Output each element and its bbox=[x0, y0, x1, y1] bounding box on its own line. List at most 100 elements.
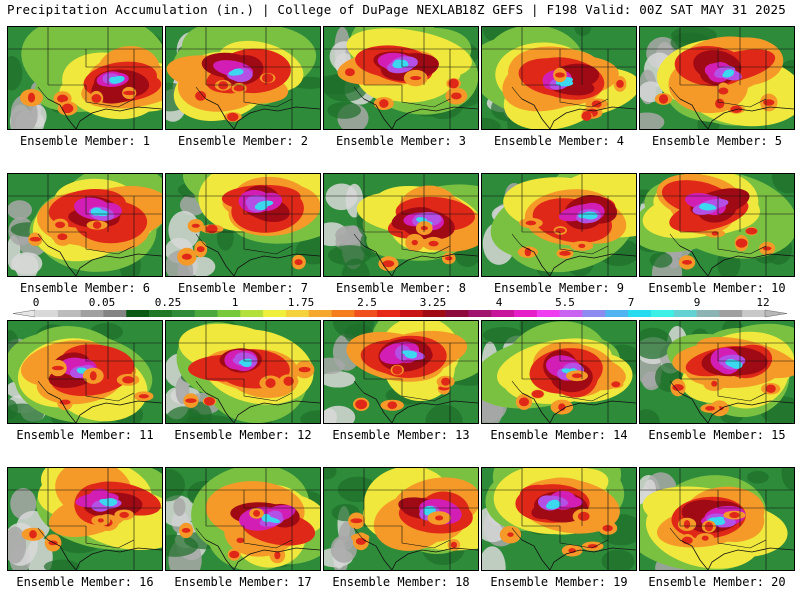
precip-map bbox=[8, 27, 162, 129]
map-panel-14 bbox=[481, 320, 637, 424]
precip-map bbox=[640, 27, 794, 129]
colorbar-swatch bbox=[445, 310, 469, 317]
map-panel-5 bbox=[639, 26, 795, 130]
precip-map bbox=[640, 468, 794, 570]
colorbar-swatch bbox=[514, 310, 538, 317]
panel-label: Ensemble Member: 20 bbox=[648, 575, 786, 589]
colorbar-swatch bbox=[240, 310, 264, 317]
colorbar-swatch bbox=[468, 310, 492, 317]
map-panel-13 bbox=[323, 320, 479, 424]
panel-label: Ensemble Member: 9 bbox=[493, 281, 625, 295]
colorbar-tick-label: 0.05 bbox=[88, 296, 116, 309]
colorbar-tick-label: 9 bbox=[693, 296, 701, 309]
panel-label: Ensemble Member: 10 bbox=[648, 281, 786, 295]
colorbar-swatch bbox=[263, 310, 287, 317]
panel-label: Ensemble Member: 5 bbox=[651, 134, 783, 148]
panel-label: Ensemble Member: 12 bbox=[174, 428, 312, 442]
precip-map bbox=[8, 468, 162, 570]
map-panel-16 bbox=[7, 467, 163, 571]
colorbar-swatch bbox=[126, 310, 150, 317]
precip-map bbox=[8, 174, 162, 276]
model-run-info: 18Z GEFS | F198 Valid: 00Z SAT MAY 31 20… bbox=[461, 2, 786, 17]
precip-map bbox=[640, 321, 794, 423]
panel-label: Ensemble Member: 18 bbox=[332, 575, 470, 589]
colorbar-swatch bbox=[103, 310, 127, 317]
colorbar-tick-label: 0.25 bbox=[154, 296, 182, 309]
colorbar-swatch bbox=[719, 310, 743, 317]
panel-label: Ensemble Member: 14 bbox=[490, 428, 628, 442]
panel-label: Ensemble Member: 8 bbox=[335, 281, 467, 295]
map-panel-2 bbox=[165, 26, 321, 130]
precipitation-colorbar bbox=[12, 309, 788, 318]
colorbar-swatch bbox=[80, 310, 104, 317]
map-panel-9 bbox=[481, 173, 637, 277]
colorbar-tick-label: 0 bbox=[32, 296, 40, 309]
colorbar-tick-label: 7 bbox=[627, 296, 635, 309]
colorbar-swatch bbox=[400, 310, 424, 317]
map-panel-3 bbox=[323, 26, 479, 130]
colorbar-swatch bbox=[742, 310, 766, 317]
precip-map bbox=[166, 468, 320, 570]
panel-label: Ensemble Member: 17 bbox=[174, 575, 312, 589]
precip-map bbox=[324, 27, 478, 129]
colorbar-swatch bbox=[194, 310, 218, 317]
map-panel-8 bbox=[323, 173, 479, 277]
panel-label: Ensemble Member: 16 bbox=[16, 575, 154, 589]
precip-map bbox=[324, 321, 478, 423]
precip-map bbox=[166, 174, 320, 276]
colorbar-tick-label: 1.75 bbox=[287, 296, 315, 309]
map-panel-10 bbox=[639, 173, 795, 277]
colorbar-swatch bbox=[217, 310, 241, 317]
colorbar-tick-label: 2.5 bbox=[357, 296, 377, 309]
colorbar-swatch bbox=[377, 310, 401, 317]
panel-label: Ensemble Member: 13 bbox=[332, 428, 470, 442]
colorbar-swatch bbox=[422, 310, 446, 317]
map-panel-1 bbox=[7, 26, 163, 130]
precip-map bbox=[482, 321, 636, 423]
map-panel-6 bbox=[7, 173, 163, 277]
map-panel-15 bbox=[639, 320, 795, 424]
colorbar-swatch bbox=[171, 310, 195, 317]
panel-label: Ensemble Member: 15 bbox=[648, 428, 786, 442]
panel-label: Ensemble Member: 3 bbox=[335, 134, 467, 148]
colorbar-swatch bbox=[149, 310, 173, 317]
colorbar-swatch bbox=[285, 310, 310, 317]
colorbar-swatch bbox=[35, 310, 59, 317]
colorbar-swatch bbox=[308, 310, 332, 317]
map-panel-18 bbox=[323, 467, 479, 571]
colorbar-swatch bbox=[57, 310, 81, 317]
panel-label: Ensemble Member: 11 bbox=[16, 428, 154, 442]
precip-map bbox=[482, 174, 636, 276]
panel-label: Ensemble Member: 1 bbox=[19, 134, 151, 148]
colorbar-swatch bbox=[605, 310, 629, 317]
colorbar-tick-label: 3.25 bbox=[419, 296, 447, 309]
panel-label: Ensemble Member: 6 bbox=[19, 281, 151, 295]
precip-map bbox=[166, 27, 320, 129]
page-title: Precipitation Accumulation (in.) | Colle… bbox=[7, 2, 463, 17]
panel-label: Ensemble Member: 19 bbox=[490, 575, 628, 589]
colorbar-arrow-left bbox=[12, 309, 36, 318]
colorbar-swatch bbox=[491, 310, 515, 317]
map-panel-19 bbox=[481, 467, 637, 571]
panel-label: Ensemble Member: 7 bbox=[177, 281, 309, 295]
map-panel-7 bbox=[165, 173, 321, 277]
colorbar-tick-label: 1 bbox=[231, 296, 239, 309]
colorbar-arrow-right bbox=[764, 309, 788, 318]
colorbar-tick-label: 12 bbox=[756, 296, 770, 309]
map-panel-12 bbox=[165, 320, 321, 424]
panel-label: Ensemble Member: 4 bbox=[493, 134, 625, 148]
colorbar-swatch bbox=[696, 310, 720, 317]
panel-label: Ensemble Member: 2 bbox=[177, 134, 309, 148]
map-panel-17 bbox=[165, 467, 321, 571]
precip-map bbox=[8, 321, 162, 423]
colorbar-tick-label: 5.5 bbox=[555, 296, 575, 309]
colorbar-swatch bbox=[582, 310, 606, 317]
colorbar-swatch bbox=[536, 310, 560, 317]
precip-map bbox=[324, 174, 478, 276]
precip-map bbox=[482, 468, 636, 570]
colorbar-swatch bbox=[559, 310, 583, 317]
colorbar-swatch bbox=[673, 310, 697, 317]
precip-map bbox=[166, 321, 320, 423]
precip-map bbox=[324, 468, 478, 570]
map-panel-4 bbox=[481, 26, 637, 130]
